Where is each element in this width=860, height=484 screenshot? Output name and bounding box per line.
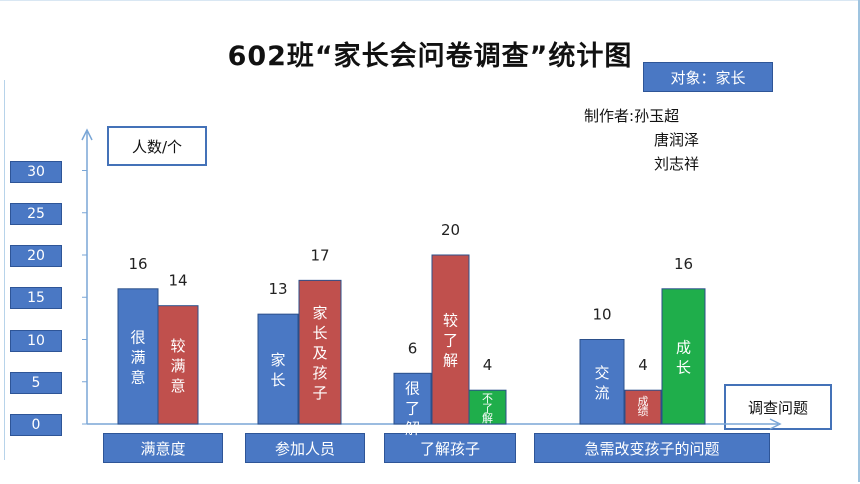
bar-label: 家长 — [270, 351, 285, 389]
data-label: 16 — [128, 255, 147, 273]
bar-label: 较满意 — [170, 337, 185, 395]
bar — [393, 372, 432, 425]
bar — [579, 339, 625, 425]
data-label: 4 — [483, 356, 493, 374]
bar-label: 很满意 — [130, 328, 145, 386]
bar — [624, 389, 662, 425]
category-label: 急需改变孩子的问题 — [534, 433, 770, 463]
data-label: 20 — [441, 221, 460, 239]
author-name: 刘志祥 — [654, 155, 700, 173]
chart-title: 602班“家长会问卷调查”统计图 — [227, 41, 633, 72]
data-label: 17 — [310, 246, 329, 264]
bar — [661, 288, 706, 425]
bar-label: 交流 — [594, 364, 609, 402]
y-tick-label: 30 — [10, 160, 62, 183]
category-label: 参加人员 — [245, 433, 365, 463]
authors-block: 制作者:孙玉超 唐润泽 刘志祥 — [584, 104, 699, 176]
y-tick-label: 5 — [10, 371, 62, 394]
subject-label: 对象：家长 — [643, 62, 773, 92]
top-rule — [0, 0, 860, 1]
bar — [431, 254, 470, 425]
bar-label: 很了解 — [405, 379, 420, 437]
bar-label: 较了解 — [443, 312, 458, 370]
category-label: 了解孩子 — [384, 433, 516, 463]
bar — [117, 288, 159, 425]
y-tick-label: 0 — [10, 414, 62, 436]
y-axis-arrow — [81, 128, 93, 141]
side-rule — [4, 80, 5, 460]
data-label: 13 — [268, 280, 287, 298]
author-name: 孙玉超 — [634, 107, 680, 125]
bar — [157, 305, 199, 425]
data-label: 16 — [674, 255, 693, 273]
category-label: 满意度 — [103, 433, 223, 463]
data-label: 4 — [638, 356, 648, 374]
y-tick-label: 25 — [10, 202, 62, 225]
y-axis-label-text: 人数/个 — [131, 137, 183, 156]
data-label: 6 — [408, 339, 418, 357]
bar — [468, 389, 507, 425]
bar-label: 成长 — [676, 338, 691, 376]
x-axis-label-text: 调查问题 — [747, 398, 808, 417]
author-name: 唐润泽 — [654, 131, 700, 149]
authors-label: 制作者: — [584, 107, 635, 125]
bar-label: 成绩 — [638, 395, 649, 418]
bar — [257, 313, 299, 425]
bar-label: 家长及孩子 — [312, 304, 327, 402]
data-label: 14 — [168, 272, 187, 290]
y-axis-label: 人数/个 — [107, 126, 207, 166]
data-label: 10 — [592, 306, 611, 324]
y-tick-label: 10 — [10, 329, 62, 352]
bar — [298, 279, 342, 425]
x-axis-arrow — [769, 418, 782, 430]
bar-label: 不了解 — [482, 392, 493, 425]
y-tick-label: 15 — [10, 287, 62, 310]
y-tick-label: 20 — [10, 245, 62, 267]
